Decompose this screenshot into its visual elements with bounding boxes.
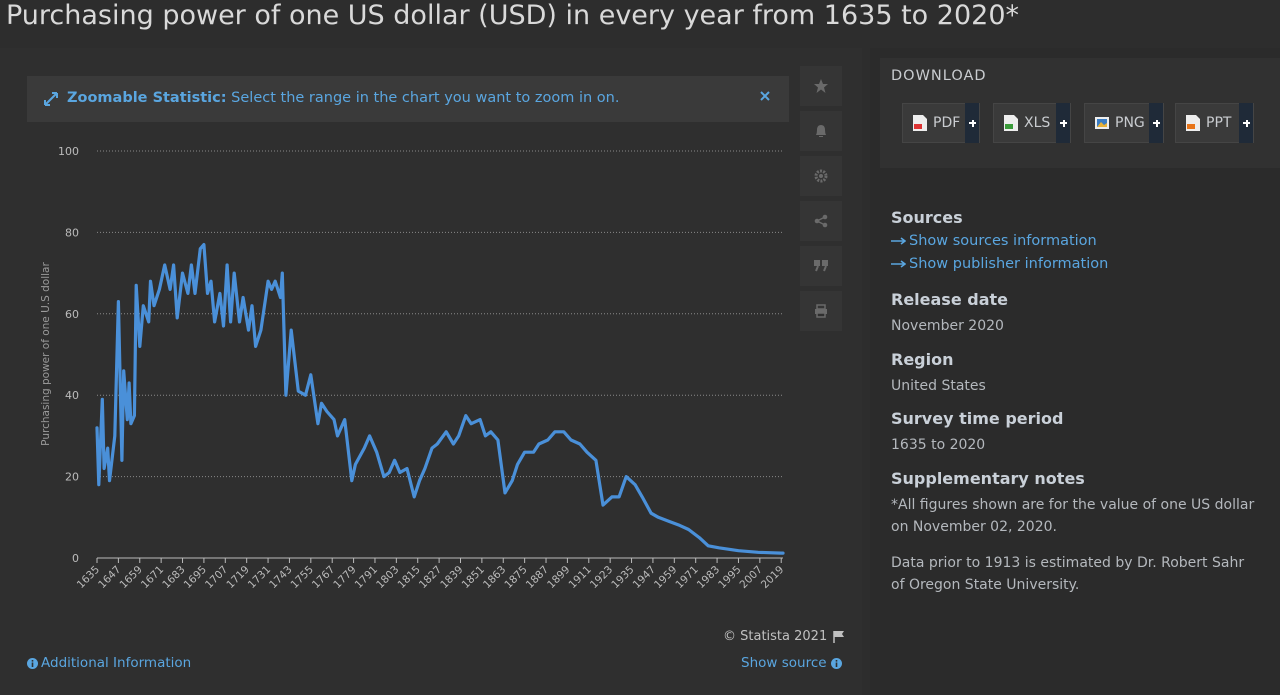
- xls-button[interactable]: XLS: [993, 103, 1071, 143]
- x-tick-label: 1803: [374, 564, 401, 591]
- y-tick-label: 60: [65, 308, 79, 321]
- share-button[interactable]: [800, 201, 842, 241]
- section-heading: Survey time period: [891, 409, 1064, 428]
- x-tick-label: 1947: [631, 564, 658, 591]
- x-tick-label: 1767: [310, 564, 337, 591]
- x-tick-label: 1755: [289, 564, 316, 591]
- y-tick-label: 20: [65, 471, 79, 484]
- release-section: Release date November 2020: [891, 290, 1261, 337]
- png-label: PNG: [1115, 115, 1145, 131]
- sources-section: Sources Show sources information Show pu…: [891, 208, 1261, 275]
- section-text: 1635 to 2020: [891, 437, 986, 453]
- x-tick-label: 1851: [460, 564, 487, 591]
- x-tick-label: 1959: [652, 564, 679, 591]
- x-tick-label: 1731: [246, 564, 273, 591]
- chart-panel: [0, 48, 862, 695]
- download-title: DOWNLOAD: [891, 68, 987, 84]
- section-heading: Region: [891, 350, 954, 369]
- x-tick-label: 1983: [695, 564, 722, 591]
- x-tick-label: 1887: [524, 564, 551, 591]
- png-button[interactable]: PNG: [1084, 103, 1164, 143]
- notes-section: Supplementary notes *All figures shown ar…: [891, 469, 1261, 596]
- x-tick-label: 2007: [738, 564, 765, 591]
- x-tick-label: 1899: [545, 564, 572, 591]
- settings-button[interactable]: [800, 156, 842, 196]
- alert-button[interactable]: [800, 111, 842, 151]
- x-tick-label: 1815: [395, 564, 422, 591]
- additional-info-text: Additional Information: [41, 655, 192, 671]
- x-tick-label: 1671: [139, 564, 166, 591]
- credit-text: © Statista 2021: [723, 629, 828, 644]
- x-tick-label: 1791: [353, 564, 380, 591]
- x-tick-label: 1707: [203, 564, 230, 591]
- region-section: Region United States: [891, 350, 1261, 397]
- cite-button[interactable]: [800, 246, 842, 286]
- link-text: Show publisher information: [909, 255, 1109, 272]
- show-source-text: Show source: [741, 655, 827, 671]
- x-tick-label: 1995: [716, 564, 743, 591]
- x-tick-label: 1971: [673, 564, 700, 591]
- x-tick-label: 2019: [759, 564, 786, 591]
- show-source-link[interactable]: Show source: [741, 655, 842, 671]
- section-text: November 2020: [891, 318, 1004, 334]
- pdf-label: PDF: [933, 115, 961, 131]
- x-tick-label: 1695: [182, 564, 209, 591]
- ppt-label: PPT: [1206, 115, 1232, 131]
- y-tick-label: 80: [65, 226, 79, 239]
- favorite-button[interactable]: [800, 66, 842, 106]
- x-tick-label: 1875: [502, 564, 529, 591]
- expand-icon: [44, 92, 58, 106]
- x-tick-label: 1827: [417, 564, 444, 591]
- note-text: Data prior to 1913 is estimated by Dr. R…: [891, 555, 1245, 593]
- x-tick-label: 1683: [160, 564, 187, 591]
- x-tick-label: 1839: [438, 564, 465, 591]
- note-text: *All figures shown are for the value of …: [891, 497, 1255, 535]
- x-tick-label: 1911: [567, 564, 594, 591]
- page-title: Purchasing power of one US dollar (USD) …: [6, 0, 1020, 31]
- x-tick-label: 1719: [224, 564, 251, 591]
- x-tick-label: 1935: [609, 564, 636, 591]
- chart: Purchasing power of one U.S dollar 0 20 40…: [40, 145, 786, 591]
- y-axis-label: Purchasing power of one U.S dollar: [40, 262, 52, 446]
- data-line: [95, 243, 785, 555]
- section-heading: Release date: [891, 290, 1008, 309]
- x-tick-label: 1647: [96, 564, 123, 591]
- xls-label: XLS: [1024, 115, 1051, 131]
- additional-info-link[interactable]: Additional Information: [27, 655, 191, 671]
- pdf-button[interactable]: PDF: [902, 103, 980, 143]
- zoom-label: Zoomable Statistic:: [67, 90, 227, 106]
- close-button[interactable]: [760, 91, 770, 101]
- section-heading: Supplementary notes: [891, 469, 1085, 488]
- x-tick-label: 1863: [481, 564, 508, 591]
- sources-link[interactable]: Show sources information: [891, 229, 1261, 252]
- publisher-link[interactable]: Show publisher information: [891, 252, 1261, 275]
- print-button[interactable]: [800, 291, 842, 331]
- y-tick-label: 40: [65, 389, 79, 402]
- x-tick-label: 1779: [331, 564, 358, 591]
- ppt-button[interactable]: PPT: [1175, 103, 1254, 143]
- link-text: Show sources information: [909, 232, 1097, 249]
- y-tick-label: 0: [72, 552, 79, 565]
- x-tick-label: 1635: [75, 564, 102, 591]
- credit: © Statista 2021: [723, 629, 846, 644]
- section-text: United States: [891, 378, 986, 394]
- toolbar: [800, 66, 842, 336]
- x-tick-label: 1659: [117, 564, 144, 591]
- y-tick-label: 100: [58, 145, 79, 158]
- x-tick-label: 1743: [267, 564, 294, 591]
- x-tick-label: 1923: [588, 564, 615, 591]
- section-heading: Sources: [891, 208, 963, 227]
- zoom-notice: Zoomable Statistic: Select the range in …: [27, 76, 789, 122]
- zoom-text: Zoomable Statistic: Select the range in …: [67, 90, 619, 106]
- zoom-message: Select the range in the chart you want t…: [231, 90, 620, 106]
- period-section: Survey time period 1635 to 2020: [891, 409, 1261, 456]
